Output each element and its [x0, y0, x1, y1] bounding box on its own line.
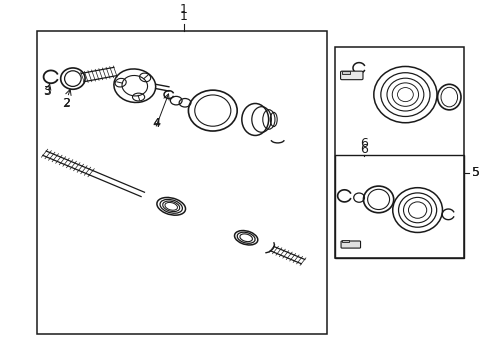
Text: 5: 5: [471, 166, 479, 179]
Bar: [334, 47, 463, 258]
Text: 6: 6: [359, 137, 367, 150]
FancyBboxPatch shape: [340, 241, 360, 248]
Text: 2: 2: [63, 99, 70, 108]
Text: 2: 2: [62, 97, 70, 110]
Bar: [37, 31, 327, 334]
Text: 3: 3: [43, 85, 51, 98]
Bar: [334, 155, 463, 258]
Text: 4: 4: [152, 117, 161, 130]
Text: 5: 5: [471, 166, 479, 179]
Text: 1: 1: [179, 4, 187, 17]
Bar: [341, 240, 348, 242]
Text: 1: 1: [179, 10, 187, 23]
Bar: [341, 71, 349, 74]
Text: 3: 3: [43, 86, 50, 96]
Text: 4: 4: [153, 118, 160, 128]
FancyBboxPatch shape: [340, 71, 362, 80]
Text: 6: 6: [359, 143, 367, 156]
